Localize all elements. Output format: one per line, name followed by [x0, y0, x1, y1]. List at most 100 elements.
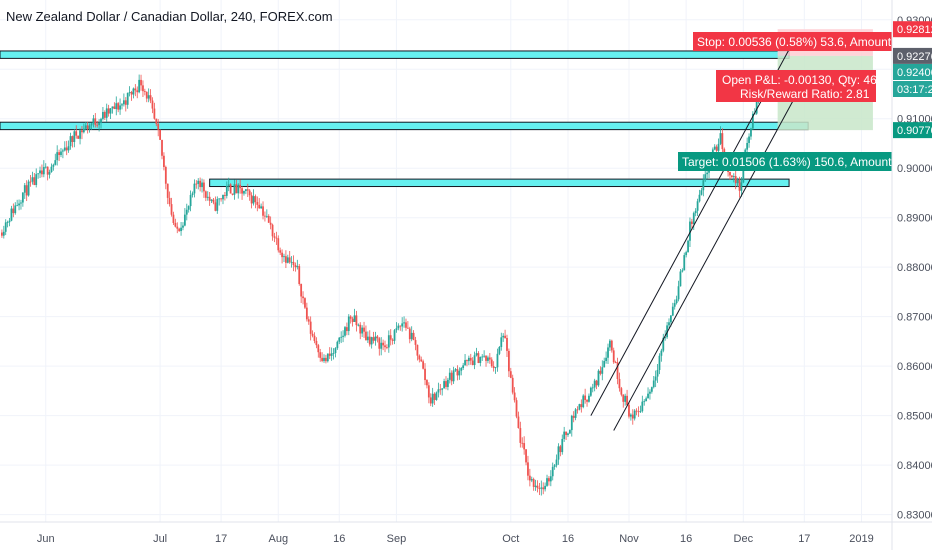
candle-body — [349, 316, 352, 319]
candle-body — [227, 184, 230, 186]
candle-body — [199, 180, 202, 188]
candle-body — [616, 362, 619, 380]
candle-body — [559, 446, 562, 453]
candle-body — [732, 176, 735, 178]
candle-body — [740, 182, 743, 191]
candle-body — [698, 194, 701, 202]
candle-body — [736, 179, 739, 184]
candle-body — [738, 179, 741, 191]
candle-body — [671, 306, 674, 316]
candle-body — [340, 336, 343, 338]
candle-body — [326, 353, 329, 362]
candle-body — [582, 395, 585, 408]
candle-body — [119, 105, 121, 110]
candle-body — [542, 487, 545, 490]
candle-body — [281, 252, 283, 258]
candle-body — [475, 353, 478, 356]
candle-body — [235, 184, 238, 194]
candle-body — [521, 442, 524, 444]
candle-body — [706, 172, 709, 175]
candle-body — [729, 172, 731, 176]
target-price-badge: 0.90770 — [897, 125, 932, 137]
candle-body — [658, 355, 661, 370]
candle-body — [513, 392, 516, 401]
candle-body — [406, 327, 409, 329]
candle-body — [629, 414, 632, 417]
candle-body — [323, 357, 325, 361]
candle-body — [84, 125, 87, 129]
candle-body — [488, 357, 491, 360]
candle-body — [660, 350, 663, 356]
candle-body — [170, 204, 173, 215]
candle-body — [525, 449, 527, 463]
candle-body — [370, 337, 373, 345]
candle-body — [138, 79, 141, 93]
candle-body — [685, 252, 688, 256]
candle-body — [124, 100, 127, 105]
candle-body — [128, 92, 131, 93]
candle-body — [374, 336, 377, 341]
candle-body — [609, 340, 611, 348]
candle-body — [681, 270, 684, 272]
candle-body — [136, 90, 139, 93]
time-tick-label: Dec — [734, 533, 754, 545]
candle-body — [58, 152, 60, 156]
candle-body — [753, 113, 756, 115]
candle-body — [702, 180, 705, 191]
candle-body — [180, 227, 182, 232]
candle-body — [479, 356, 482, 363]
candle-body — [115, 103, 118, 110]
candle-body — [443, 381, 445, 389]
candle-body — [643, 401, 646, 403]
candle-body — [290, 261, 293, 263]
candle-body — [2, 231, 5, 236]
open-pnl-text: Open P&L: -0.00130, Qty: 46641 — [722, 73, 897, 87]
time-axis[interactable]: Jun Jul 17 Aug 16 Sep Oct 16 Nov 16 Dec 17 2019 — [37, 533, 874, 545]
candle-body — [52, 164, 55, 167]
candle-body — [244, 189, 247, 192]
candle-body — [565, 431, 567, 435]
candle-body — [567, 433, 569, 435]
candle-body — [355, 315, 358, 326]
candle-body — [730, 175, 733, 178]
candle-body — [252, 196, 255, 204]
support-zone-middle — [0, 121, 809, 131]
position-labels: Stop: 0.00536 (0.58%) 53.6, Amount: 750 O… — [678, 32, 925, 171]
candle-body — [477, 353, 480, 363]
candle-body — [35, 174, 38, 185]
candle-body — [319, 352, 322, 358]
candle-body — [336, 341, 339, 349]
channel-line-lower — [613, 93, 798, 431]
candle-body — [46, 166, 49, 175]
candle-body — [448, 372, 451, 380]
candle-body — [8, 220, 11, 223]
candle-body — [67, 146, 70, 151]
candle-body — [395, 328, 398, 331]
candle-body — [75, 131, 78, 136]
candle-body — [351, 318, 354, 322]
candle-body — [591, 387, 594, 389]
candle-body — [204, 191, 207, 198]
candle-body — [599, 370, 602, 374]
candle-body — [527, 462, 529, 476]
candle-body — [561, 438, 564, 453]
channel-line-upper — [590, 49, 790, 416]
candle-body — [626, 395, 628, 405]
candle-body — [224, 194, 226, 196]
candle-body — [673, 303, 676, 307]
candle-body — [16, 205, 19, 207]
candle-body — [597, 370, 600, 386]
candle-body — [612, 350, 615, 363]
candle-body — [654, 376, 657, 381]
candle-body — [368, 336, 371, 345]
candle-body — [719, 133, 722, 144]
candle-body — [601, 367, 604, 374]
candle-body — [540, 487, 543, 489]
candle-body — [31, 177, 34, 182]
candle-body — [143, 91, 146, 92]
time-tick-label: 2019 — [849, 533, 873, 545]
candle-body — [624, 395, 627, 402]
candle-body — [690, 221, 693, 225]
